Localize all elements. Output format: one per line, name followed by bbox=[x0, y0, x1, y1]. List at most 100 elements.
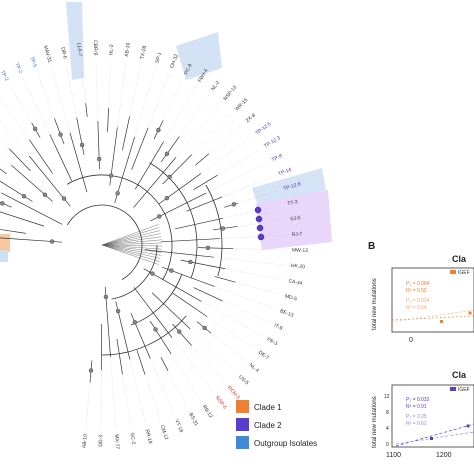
top-chart-title: Cla bbox=[452, 254, 467, 264]
bottom-chart-title: Cla bbox=[452, 370, 467, 380]
tree-tip-label: RCM-5 bbox=[226, 385, 241, 401]
outgroup-highlight-top bbox=[66, 2, 84, 80]
tree-branch bbox=[29, 139, 53, 174]
tree-branch bbox=[195, 153, 210, 166]
tree-node bbox=[88, 368, 94, 373]
tree-node bbox=[150, 271, 155, 276]
tree-tip-label: LLA-7 bbox=[75, 43, 83, 57]
root-fan-line bbox=[101, 244, 159, 265]
bottom-chart-ytick: 8 bbox=[386, 410, 389, 416]
tree-tip-label: TT-3 bbox=[287, 199, 299, 207]
top-chart: Cla IGEF total new mutations P₂ = 0.084 … bbox=[372, 254, 474, 344]
tree-tip-label: HL-2 bbox=[109, 44, 116, 55]
tree-arc bbox=[130, 273, 183, 326]
bottom-chart-ann-3: P₂ = 0.25 bbox=[406, 414, 427, 420]
tree-branch bbox=[1, 192, 63, 225]
tree-branch bbox=[122, 116, 130, 151]
tree-branch bbox=[149, 320, 172, 355]
bottom-chart-ytick: 12 bbox=[384, 394, 390, 400]
tree-branch bbox=[9, 148, 31, 172]
tree-tip-label: BS-31 bbox=[187, 412, 199, 427]
tree-branch bbox=[172, 292, 208, 317]
tree-tip-label: KB-19 bbox=[124, 42, 132, 57]
tree-tip-label: MD-5 bbox=[284, 293, 298, 302]
tree-branch bbox=[131, 127, 149, 170]
tree-node bbox=[205, 245, 211, 251]
tree-guide bbox=[217, 149, 260, 176]
tree-branch bbox=[0, 229, 26, 234]
tree-tip-label: TP-3 bbox=[0, 70, 10, 83]
tree-branch bbox=[180, 259, 226, 270]
tree-tip-label: CA-44 bbox=[288, 278, 303, 287]
top-chart-legend-tag: IGEF bbox=[458, 270, 470, 276]
tree-guide bbox=[147, 73, 170, 128]
tree-branch bbox=[76, 117, 85, 155]
legend-label-clade1: Clade 1 bbox=[254, 403, 282, 412]
tree-branch bbox=[160, 136, 180, 163]
tree-node bbox=[115, 308, 121, 314]
tree-branch bbox=[175, 217, 223, 230]
tree-nodes bbox=[0, 126, 265, 373]
bottom-chart-ann-4: R² = 0.61 bbox=[406, 421, 427, 427]
tree-guide bbox=[23, 78, 50, 135]
tree-branch bbox=[214, 276, 236, 283]
tree-guide bbox=[51, 67, 71, 133]
tree-tip-label: WR-15 bbox=[234, 97, 249, 112]
bottom-chart-fit-line-1 bbox=[395, 423, 474, 447]
root-fan-line bbox=[101, 227, 160, 246]
tree-guide bbox=[214, 286, 275, 309]
bottom-chart-legend-tag: IGEF bbox=[458, 387, 470, 393]
tree-tip-label: NL-2 bbox=[210, 80, 221, 92]
top-chart-point bbox=[468, 311, 472, 315]
root-fan-line bbox=[101, 239, 162, 246]
bottom-chart-fit-line-2 bbox=[395, 431, 474, 445]
tree-branch bbox=[116, 338, 123, 375]
tree-guide bbox=[233, 248, 286, 251]
tree-branch bbox=[49, 134, 73, 181]
root-fan-line bbox=[101, 224, 159, 246]
tree-node bbox=[61, 196, 67, 201]
tree-guide bbox=[0, 119, 30, 157]
legend-swatch-outgroup bbox=[236, 436, 249, 449]
tree-guide bbox=[117, 62, 127, 128]
tree-guide bbox=[213, 257, 285, 266]
tree-node bbox=[42, 192, 48, 197]
tree-tip-label: CBR-9 bbox=[92, 40, 99, 55]
tree-node bbox=[103, 294, 109, 300]
tree-guide bbox=[10, 85, 32, 123]
tree-branch bbox=[0, 180, 33, 202]
tree-node bbox=[153, 327, 158, 332]
tree-arc bbox=[111, 244, 158, 300]
legend-swatch-clade2 bbox=[236, 418, 249, 431]
clade2-node bbox=[257, 233, 265, 241]
outgroup-highlight-clade bbox=[252, 168, 326, 206]
tree-tip-label: MAV-31 bbox=[42, 45, 53, 64]
tree-node bbox=[21, 194, 27, 199]
tree-branch bbox=[0, 168, 7, 175]
tree-branch bbox=[133, 157, 177, 208]
tree-branch bbox=[69, 132, 88, 193]
tree-tip-label: NL-4 bbox=[248, 362, 260, 374]
tree-node bbox=[79, 142, 85, 148]
bottom-chart-xtick: 1100 bbox=[386, 452, 401, 459]
tree-node bbox=[231, 202, 237, 207]
top-chart-legend-swatch bbox=[450, 270, 456, 274]
tree-node bbox=[0, 201, 5, 206]
tree-guide bbox=[95, 61, 99, 121]
root-fan-line bbox=[101, 244, 162, 256]
tree-guide-lines bbox=[0, 61, 286, 429]
tree-guide bbox=[110, 356, 117, 429]
top-chart-fit-line-1 bbox=[391, 315, 474, 321]
tree-guide bbox=[108, 61, 112, 109]
top-chart-ann-1: P₂ = 0.084 bbox=[406, 281, 430, 287]
root-fan-line bbox=[101, 244, 162, 247]
root-fan-line bbox=[101, 244, 161, 259]
clade-legend: Clade 1 Clade 2 Outgroup Isolates bbox=[236, 400, 317, 449]
tree-guide bbox=[210, 332, 246, 361]
tree-tip-label: GC-2 bbox=[128, 432, 136, 445]
bottom-chart-xtick: 1200 bbox=[436, 452, 452, 459]
tree-node bbox=[157, 214, 162, 219]
tree-tip-label: US-5 bbox=[237, 374, 250, 386]
tree-guide bbox=[191, 114, 232, 155]
